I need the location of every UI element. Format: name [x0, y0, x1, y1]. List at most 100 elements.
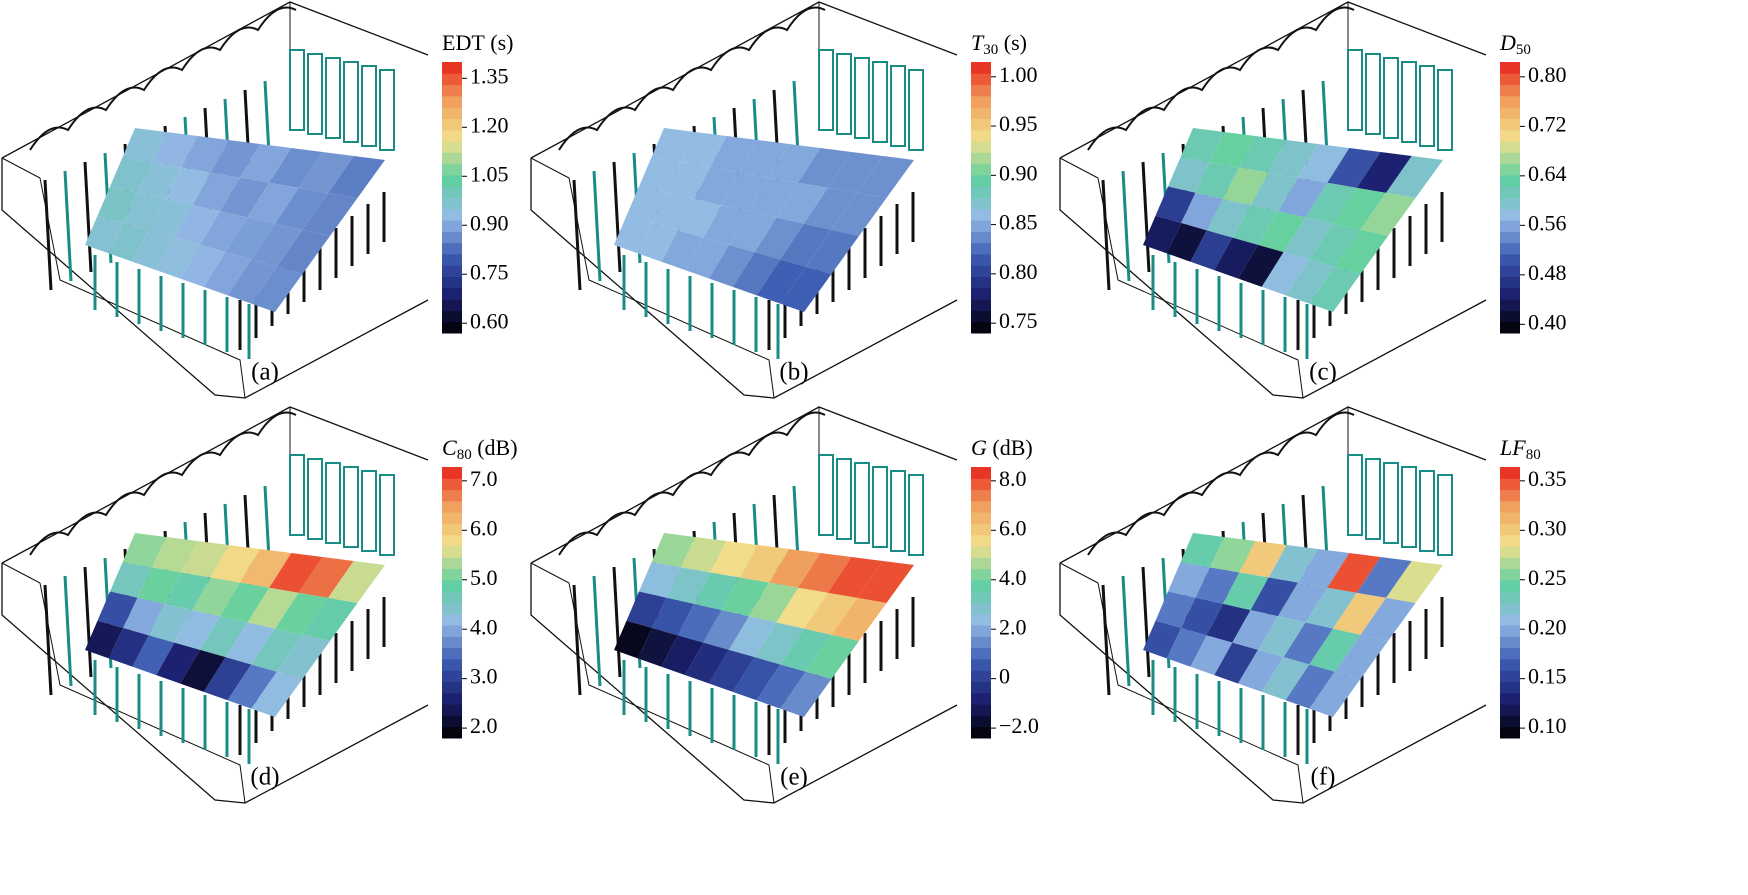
colorbar-step	[1500, 579, 1520, 592]
colorbar-tick-label: 1.05	[470, 161, 509, 186]
colorbar-step	[1500, 591, 1520, 603]
colorbar-step	[1500, 152, 1520, 165]
colorbar-step	[971, 299, 991, 311]
colorbar-step	[1500, 500, 1520, 513]
floor-cell	[769, 549, 821, 588]
stage-frame	[1383, 57, 1399, 139]
colorbar-step	[1500, 602, 1520, 615]
colorbar-step	[971, 95, 991, 108]
floor-cell	[1238, 649, 1284, 692]
floor-cell	[240, 549, 292, 588]
colorbar-step	[442, 692, 462, 705]
floor-cell	[639, 562, 681, 598]
floor-cell	[1334, 229, 1388, 274]
panel-label: (d)	[250, 764, 279, 791]
floor-cell	[827, 557, 883, 598]
colorbar-tick-label: 0.75	[470, 259, 509, 284]
colorbar-step	[971, 73, 991, 86]
colorbar-step	[1500, 265, 1520, 278]
floor-cell	[165, 167, 211, 206]
floor-cell	[831, 192, 887, 236]
floor-cell	[637, 223, 678, 262]
floor-cell	[1250, 577, 1298, 617]
room-edge	[1097, 177, 1304, 399]
colorbar-tick-label: 2.0	[999, 614, 1027, 639]
room-edge	[1, 157, 41, 179]
colorbar-tick-label: 0.56	[1528, 210, 1567, 235]
floor-cell	[269, 553, 323, 593]
floor-cell	[1166, 223, 1207, 262]
colorbar-step	[442, 73, 462, 86]
colorbar-step	[971, 647, 991, 660]
colorbar-step	[971, 276, 991, 289]
colorbar-step	[442, 704, 462, 716]
floor-cell	[614, 215, 653, 254]
stage-frame	[1383, 462, 1399, 544]
floor-cell	[1190, 635, 1233, 676]
floor-cell	[247, 587, 299, 629]
wall-frame	[63, 575, 73, 687]
floor-cell	[1258, 211, 1306, 253]
colorbar-step	[1500, 715, 1520, 728]
colorbar-tick-label: 0.80	[1528, 62, 1567, 87]
colorbar-step	[1500, 197, 1520, 210]
stage-frame	[1401, 61, 1417, 143]
floor-cell	[680, 132, 727, 168]
stage-frame	[325, 57, 341, 139]
wall-frame	[572, 179, 582, 291]
stage-frame	[854, 462, 870, 544]
stage-frame	[1365, 458, 1381, 540]
floor-cell	[1195, 162, 1240, 199]
floor-cell	[721, 172, 769, 212]
room-edge	[1, 406, 429, 564]
floor-cell	[302, 192, 358, 236]
ceiling-arches	[558, 411, 826, 556]
colorbar-tick-label: 0.64	[1528, 161, 1567, 186]
colorbar-step	[1500, 276, 1520, 289]
colorbar-step	[1500, 299, 1520, 311]
colorbar-step	[442, 579, 462, 592]
floor-cell	[1209, 537, 1256, 573]
colorbar-step	[1500, 625, 1520, 637]
colorbar-step	[1500, 220, 1520, 232]
colorbar-tick-label: 6.0	[999, 515, 1027, 540]
colorbar-step	[971, 208, 991, 221]
colorbar-tick-label: 0	[999, 664, 1010, 689]
floor-cell	[302, 597, 358, 641]
floor-cell	[275, 592, 329, 635]
floor-cell	[156, 237, 200, 279]
colorbar-step	[1500, 118, 1520, 131]
colorbar-step	[442, 242, 462, 255]
colorbar-step	[971, 287, 991, 300]
stage-frame	[307, 458, 323, 540]
floor-cell	[709, 649, 755, 692]
colorbar-step	[1500, 636, 1520, 649]
colorbar-tick-label: 0.85	[999, 210, 1038, 235]
colorbar-step	[442, 276, 462, 289]
floor-cell	[174, 205, 220, 245]
floor-cell	[749, 582, 799, 623]
floor-cell	[756, 664, 806, 709]
room-edge	[530, 406, 958, 564]
colorbar-step	[971, 692, 991, 705]
floor-cell	[148, 198, 193, 238]
floor-cell	[831, 597, 887, 641]
title-unit: (s)	[1004, 30, 1027, 55]
ceiling-arches	[29, 6, 297, 151]
colorbar-step	[442, 287, 462, 300]
floor-cell	[276, 634, 330, 679]
floor-cell	[203, 252, 252, 296]
floor-cell	[251, 223, 303, 267]
floor-cell	[710, 136, 758, 173]
stage-frame	[289, 49, 305, 131]
floor-cell	[1305, 182, 1357, 224]
stage-frame	[1347, 454, 1363, 536]
floor-cell	[298, 557, 354, 598]
floor-cell	[275, 187, 329, 230]
floor-cell	[1309, 266, 1361, 312]
panel-label: (e)	[780, 764, 808, 791]
floor-cell	[1268, 545, 1318, 583]
floor-cell	[677, 198, 722, 238]
colorbar-step	[442, 591, 462, 603]
floor-cell	[122, 533, 167, 568]
